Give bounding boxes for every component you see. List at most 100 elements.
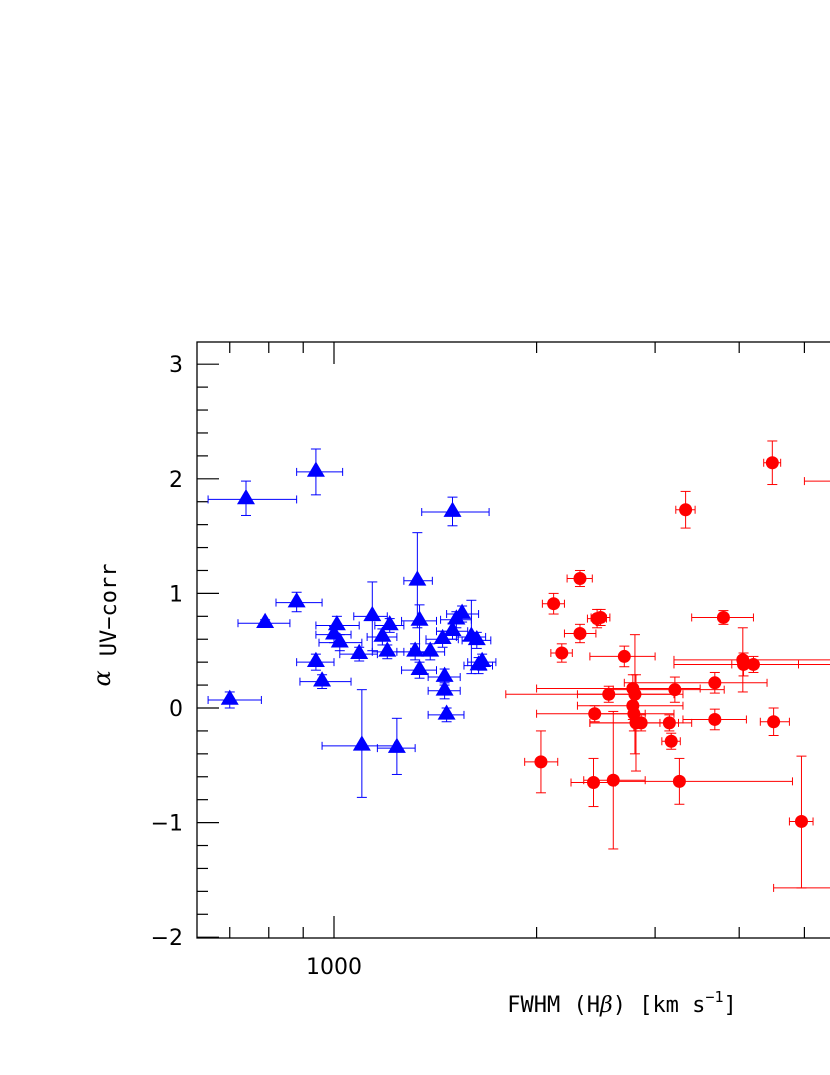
triangle-marker <box>443 501 462 517</box>
data-point <box>207 480 298 516</box>
x-axis-label-prefix: FWHM (H <box>507 993 600 1018</box>
data-point <box>461 629 492 649</box>
data-point <box>661 732 681 750</box>
circle-marker <box>594 610 608 624</box>
data-point <box>427 680 461 700</box>
y-axis-label-greek: α <box>88 670 116 686</box>
data-point <box>353 581 388 652</box>
data-point <box>376 717 416 775</box>
triangle-marker <box>387 737 406 753</box>
triangle-marker <box>421 641 440 657</box>
y-tick-label: 0 <box>169 697 183 722</box>
data-point <box>763 440 782 486</box>
circle-marker <box>664 734 678 748</box>
data-point <box>237 612 291 628</box>
circle-marker <box>672 774 686 788</box>
circle-marker <box>708 676 722 690</box>
circle-marker <box>547 597 561 611</box>
data-point <box>541 592 565 615</box>
circle-marker <box>668 683 682 697</box>
y-tick-label: 1 <box>169 582 183 607</box>
circle-marker <box>573 572 587 586</box>
data-point <box>612 757 793 805</box>
data-point <box>691 610 754 625</box>
x-axis-label-greek: β <box>599 993 613 1018</box>
data-point <box>788 755 814 889</box>
triangle-marker <box>306 651 325 667</box>
triangle-marker <box>350 643 369 659</box>
data-point <box>339 643 378 662</box>
y-axis-ticks: −2 −1 0 1 2 3 <box>151 353 219 951</box>
y-tick-label: −2 <box>151 926 183 951</box>
data-point <box>403 532 433 629</box>
data-point <box>550 643 573 663</box>
data-point <box>563 623 597 644</box>
data-point <box>524 730 559 794</box>
data-point <box>207 689 262 709</box>
circle-marker <box>679 503 693 517</box>
x-axis-label-sup: −1 <box>705 988 723 1006</box>
triangle-marker <box>373 626 392 642</box>
data-point <box>576 634 684 755</box>
data-point <box>446 603 480 623</box>
data-point <box>318 632 363 652</box>
circle-series <box>505 440 830 892</box>
data-point <box>401 659 437 679</box>
data-point <box>682 708 747 731</box>
data-point <box>401 604 437 654</box>
triangle-marker <box>378 641 397 657</box>
axis-labels: FWHM (Hβ) [km s−1] α UV−corr <box>88 564 737 1018</box>
data-point <box>590 608 611 626</box>
triangle-marker <box>410 610 429 626</box>
y-tick-label: 2 <box>169 468 183 493</box>
data-point <box>427 704 465 723</box>
triangle-marker <box>363 605 382 622</box>
data-point <box>570 757 617 808</box>
triangle-marker <box>256 612 275 628</box>
triangle-series <box>207 448 497 798</box>
triangle-marker <box>435 680 454 696</box>
triangle-marker <box>443 620 462 637</box>
circle-marker <box>634 716 648 730</box>
data-point <box>410 641 446 661</box>
y-tick-label: −1 <box>151 812 183 837</box>
data-point <box>773 883 830 892</box>
data-point <box>612 676 725 703</box>
triangle-marker <box>287 592 306 608</box>
circle-marker <box>587 775 601 789</box>
triangle-marker <box>433 628 452 645</box>
data-points <box>207 440 830 892</box>
triangle-marker <box>453 603 472 619</box>
x-axis-ticks: 1000 <box>229 342 806 980</box>
triangle-marker <box>236 489 255 505</box>
circle-marker <box>746 657 760 671</box>
plot-frame <box>196 341 830 939</box>
data-point <box>803 477 830 486</box>
data-point <box>421 496 490 527</box>
data-point <box>374 615 405 633</box>
triangle-marker <box>306 461 325 477</box>
data-point <box>321 689 396 798</box>
x-axis-label: FWHM (Hβ) [km s−1] <box>507 988 736 1018</box>
circle-marker <box>573 627 587 641</box>
circle-marker <box>767 715 781 729</box>
y-axis-label-sub: UV−corr <box>97 564 122 657</box>
triangle-marker <box>327 615 346 631</box>
data-point <box>315 615 360 636</box>
data-point <box>566 569 593 588</box>
triangle-marker <box>313 671 332 687</box>
y-tick-label: 3 <box>169 353 183 378</box>
triangle-marker <box>330 632 349 648</box>
triangle-marker <box>467 629 486 646</box>
circle-marker <box>716 610 730 624</box>
data-point <box>299 671 352 690</box>
circle-marker <box>794 814 808 828</box>
plot-border <box>196 341 830 939</box>
circle-marker <box>662 716 676 730</box>
data-point <box>296 651 335 671</box>
triangle-marker <box>473 651 492 667</box>
triangle-marker <box>380 615 399 631</box>
circle-marker <box>708 712 722 726</box>
circle-marker <box>617 649 631 663</box>
data-point <box>659 714 679 732</box>
